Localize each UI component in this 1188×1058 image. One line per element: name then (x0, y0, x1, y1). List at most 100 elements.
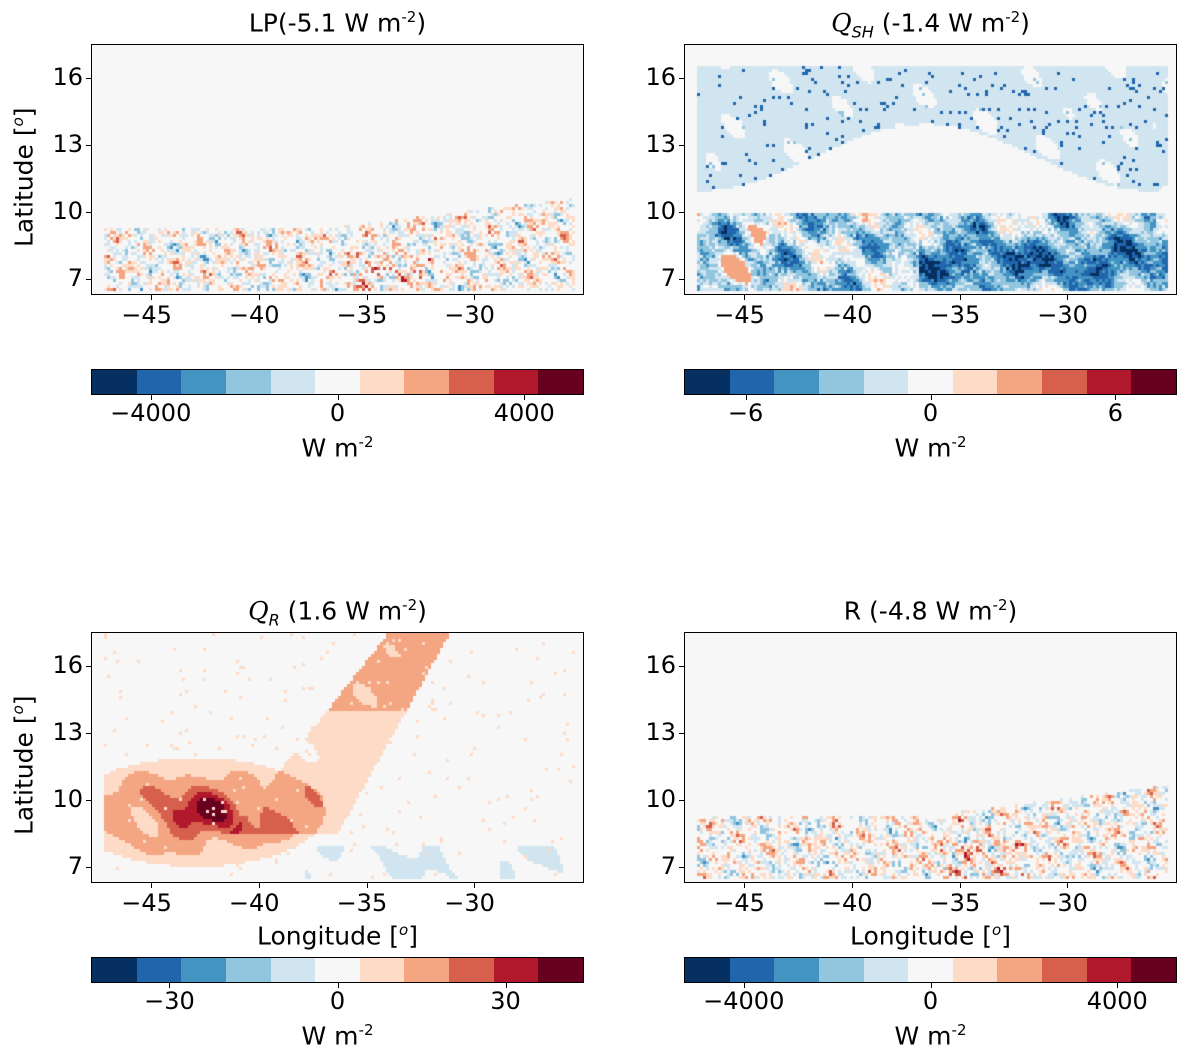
x-tick-mark (151, 883, 153, 888)
x-tick-mark (744, 883, 746, 888)
x-tick-mark (959, 295, 961, 300)
x-axis-label: Longitude [o] (91, 921, 584, 950)
colorbar-segment (863, 958, 909, 982)
panel-title: QR (1.6 W m-2) (91, 596, 584, 629)
colorbar-segment (181, 958, 226, 982)
colorbar-label: W m-2 (684, 1021, 1177, 1050)
y-tick-mark (679, 665, 684, 667)
title-main: R (843, 596, 862, 626)
x-tick-label: −45 (714, 889, 765, 917)
colorbar-segment (181, 370, 226, 394)
colorbar-segment (685, 370, 730, 394)
panel-title: LP(-5.1 W m-2) (91, 8, 584, 37)
title-value: (-1.4 W m (873, 8, 1006, 38)
xlabel-sup: o (992, 921, 1002, 939)
y-tick-mark (679, 144, 684, 146)
colorbar-tick-label: 6 (1107, 399, 1124, 427)
colorbar-segment (1131, 370, 1177, 394)
colorbar-tick-mark (169, 983, 171, 988)
colorbar-segment (225, 370, 271, 394)
colorbar-unit: W m (894, 1021, 952, 1051)
map-axes (91, 632, 584, 883)
colorbar-tick-label: 4000 (1086, 987, 1148, 1015)
field-image (92, 45, 583, 294)
colorbar-tick-mark (524, 395, 526, 400)
y-axis-label: Latitude [o] (9, 695, 38, 835)
y-tick-mark (679, 800, 684, 802)
map-axes (684, 44, 1177, 295)
y-tick-mark (679, 212, 684, 214)
colorbar-tick-mark (1115, 395, 1117, 400)
xlabel-close: ] (1001, 921, 1011, 951)
field-image (685, 633, 1176, 882)
x-tick-label: −30 (444, 889, 495, 917)
y-tick-label: 7 (67, 852, 83, 881)
y-tick-label: 16 (52, 62, 83, 91)
colorbar-segment (404, 958, 450, 982)
xlabel-text: Longitude [ (257, 921, 400, 951)
y-axis-label: Latitude [o] (9, 107, 38, 247)
colorbar-segment (908, 370, 953, 394)
x-tick-mark (366, 295, 368, 300)
title-value: (-4.8 W m (861, 596, 993, 626)
colorbar-tick-mark (745, 395, 747, 400)
colorbar-segment (997, 958, 1043, 982)
colorbar-segment (270, 958, 316, 982)
y-tick-mark (86, 279, 91, 281)
colorbar (91, 369, 584, 395)
ylabel-sup: o (9, 705, 27, 715)
x-tick-mark (474, 295, 476, 300)
ylabel-text: Latitude [ (9, 126, 39, 247)
colorbar-segment (997, 370, 1043, 394)
title-main: LP (248, 8, 278, 38)
y-tick-label: 10 (645, 785, 676, 814)
colorbar-segment (952, 958, 998, 982)
x-tick-label: −35 (336, 889, 388, 917)
panel-title: QSH (-1.4 W m-2) (684, 8, 1177, 41)
x-tick-label: −35 (929, 301, 981, 329)
field-image (92, 633, 583, 882)
title-subscript: R (268, 610, 280, 630)
title-value: (-5.1 W m (277, 8, 402, 38)
colorbar-segment (270, 370, 316, 394)
colorbar-tick-mark (337, 395, 339, 400)
y-tick-mark (86, 665, 91, 667)
y-tick-label: 13 (52, 717, 83, 746)
x-tick-mark (959, 883, 961, 888)
title-close: ) (416, 8, 427, 38)
colorbar-segment (1086, 370, 1132, 394)
x-tick-label: −40 (821, 301, 873, 329)
colorbar-tick-mark (743, 983, 745, 988)
x-tick-label: −40 (821, 889, 873, 917)
y-tick-label: 10 (645, 197, 676, 226)
colorbar-tick-label: −4000 (703, 987, 785, 1015)
xlabel-close: ] (408, 921, 418, 951)
y-tick-mark (86, 867, 91, 869)
x-tick-label: −40 (228, 301, 280, 329)
colorbar-segment (774, 958, 819, 982)
colorbar-segment (1042, 958, 1087, 982)
colorbar-segment (449, 370, 494, 394)
panel-title: R (-4.8 W m-2) (684, 596, 1177, 625)
colorbar-tick-label: 0 (329, 987, 346, 1015)
title-exponent: -2 (1005, 8, 1021, 26)
colorbar-tick-mark (337, 983, 339, 988)
colorbar-label: W m-2 (91, 433, 584, 462)
y-tick-mark (679, 279, 684, 281)
y-tick-label: 10 (52, 197, 83, 226)
map-axes (684, 632, 1177, 883)
x-tick-mark (258, 883, 260, 888)
colorbar-tick-label: 0 (922, 987, 939, 1015)
colorbar-segment (908, 958, 953, 982)
colorbar-segment (225, 958, 271, 982)
colorbar-unit: W m (301, 433, 359, 463)
y-tick-mark (679, 867, 684, 869)
title-close: ) (1020, 8, 1030, 38)
colorbar-segment (538, 958, 584, 982)
x-tick-label: −30 (1037, 889, 1088, 917)
colorbar-tick-label: 0 (922, 399, 939, 427)
y-tick-mark (86, 144, 91, 146)
x-tick-mark (474, 883, 476, 888)
y-tick-label: 16 (52, 650, 83, 679)
